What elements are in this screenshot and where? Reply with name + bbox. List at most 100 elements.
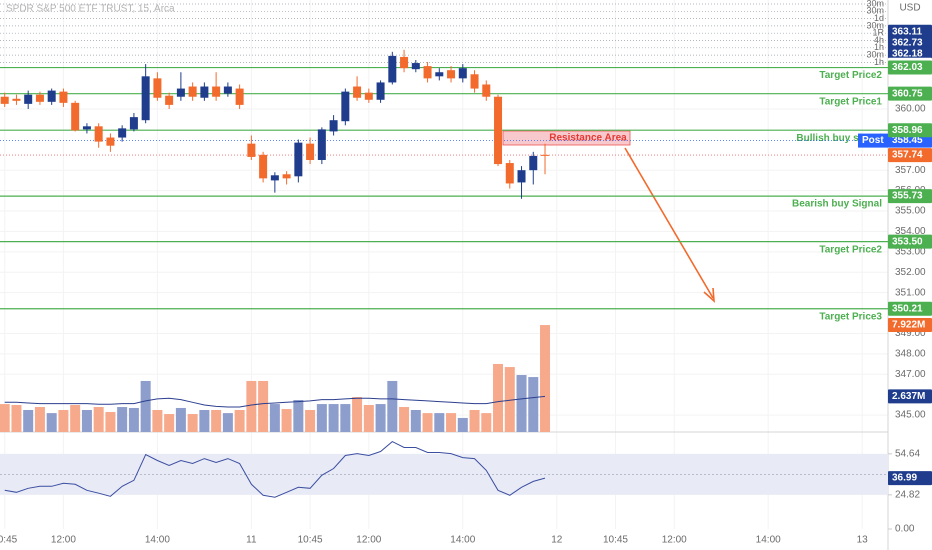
candle-body [341, 91, 350, 122]
y-tick-label: 349.00 [895, 328, 926, 339]
candle-body [59, 91, 68, 103]
candle-body [94, 126, 103, 142]
y-tick-label: 352.00 [895, 267, 926, 278]
volume-bar [340, 404, 351, 432]
level-tag: 350.21 [892, 303, 923, 314]
volume-bar [399, 407, 410, 432]
y-tick-label: 360.00 [895, 104, 926, 115]
x-tick-label: 12:00 [662, 535, 687, 546]
x-tick-label: 14:00 [756, 535, 781, 546]
x-tick-label: 11 [246, 535, 257, 546]
candle-body [259, 154, 268, 179]
candle-body [282, 174, 291, 179]
volume-bar [140, 380, 151, 432]
level-tag-bg [888, 234, 932, 249]
volume-bar [305, 409, 316, 432]
level-label: Target Price2 [819, 244, 882, 255]
volume-bar [222, 413, 233, 432]
timeframe-tag: 4h [874, 35, 884, 45]
resistance-area [502, 130, 631, 146]
timeframe-tag: 30m [866, 0, 884, 8]
candle-body [106, 137, 115, 146]
level-tag-bg [888, 301, 932, 316]
level-tag-bg [888, 60, 932, 75]
volume-bar [211, 409, 222, 432]
level-tag: 360.75 [892, 88, 923, 99]
timeframe-tag: 1R [872, 28, 884, 38]
y-tick-label: 354.00 [895, 226, 926, 237]
candle-body [423, 66, 432, 79]
candle-body [447, 70, 456, 79]
candle-body [141, 76, 150, 121]
price-tag: 362.73 [892, 37, 923, 48]
candle-body [24, 94, 33, 104]
x-tick-label: 10:45 [0, 535, 18, 546]
price-tag-bg [888, 35, 932, 50]
volume-bar [117, 407, 128, 432]
x-tick-label: 12:00 [356, 535, 381, 546]
rsi-tag-bg [888, 471, 932, 486]
candle-body [294, 142, 303, 177]
candle-body [435, 72, 444, 77]
level-tag: 355.73 [892, 191, 923, 202]
price-tag: 362.18 [892, 48, 923, 59]
volume-bar [434, 413, 445, 432]
volume-bar [493, 363, 504, 432]
candle-body [223, 86, 232, 94]
candle-body [376, 82, 385, 100]
candle-body [494, 96, 503, 165]
candle-body [353, 86, 362, 98]
candle-body [212, 86, 221, 97]
price-tag: 357.74 [892, 150, 923, 161]
candle-body [505, 163, 514, 184]
volume-bar [516, 375, 527, 432]
candle-body [176, 88, 185, 97]
candle-body [400, 56, 409, 69]
price-tag-bg [888, 24, 932, 39]
volume-bar [410, 409, 421, 432]
volume-bar [175, 407, 186, 432]
price-tag-bg [888, 46, 932, 61]
volume-bar [281, 409, 292, 432]
resistance-label: Resistance Area [549, 133, 627, 144]
level-tag: 358.96 [892, 125, 923, 136]
x-tick-label: 14:00 [450, 535, 475, 546]
volume-bar [128, 407, 139, 432]
volume-bar [70, 405, 81, 432]
candle-body [317, 129, 326, 160]
volume-bar [234, 409, 245, 432]
candle-body [470, 74, 479, 89]
volume-bar [387, 380, 398, 432]
volume-bar [46, 413, 57, 432]
candle-body [411, 63, 420, 70]
level-label: Bullish buy signal [796, 133, 882, 144]
volume-tag-bg [888, 318, 932, 333]
volume-bar [152, 409, 163, 432]
candle-body [35, 94, 44, 102]
candle-body [541, 154, 550, 156]
post-name-bg [858, 133, 888, 148]
volume-bar [11, 405, 22, 432]
rsi-tag: 36.99 [892, 473, 917, 484]
volume-bar [93, 407, 104, 432]
candle-body [188, 86, 197, 97]
rsi-tick-label: 24.82 [895, 489, 920, 500]
timeframe-tag: 30m [866, 49, 884, 59]
volume-bar [446, 413, 457, 432]
candle-body [235, 88, 244, 105]
level-label: Target Price2 [819, 70, 882, 81]
y-tick-label: 355.00 [895, 206, 926, 217]
candle-body [247, 143, 256, 157]
volume-bar [363, 405, 374, 432]
level-label: Bearish buy Signal [792, 199, 882, 210]
volume-bar [504, 367, 515, 432]
volume-bar [81, 409, 92, 432]
candle-body [482, 84, 491, 97]
timeframe-tag: 30m [866, 6, 884, 16]
volume-bar [481, 413, 492, 432]
timeframe-tag: 1d [874, 13, 884, 23]
timeframe-tag: 1h [874, 42, 884, 52]
rsi-tick-label: 54.64 [895, 448, 920, 459]
symbol-title: SPDR S&P 500 ETF TRUST, 15, Arca [6, 4, 175, 15]
